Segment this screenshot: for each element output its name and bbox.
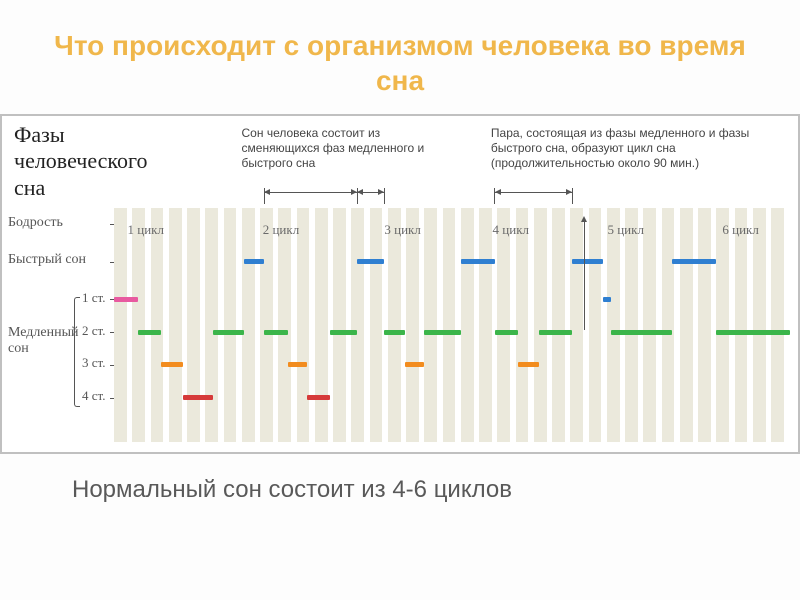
grid-band	[698, 208, 711, 442]
chart-description-2: Пара, состоящая из фазы медленного и фаз…	[491, 122, 790, 171]
sleep-segment	[518, 362, 538, 367]
grid-band	[479, 208, 492, 442]
sleep-segment	[603, 297, 611, 302]
grid-band	[388, 208, 401, 442]
sleep-segment	[183, 395, 213, 400]
chart-header: Фазы человеческого сна Сон человека сост…	[2, 116, 798, 201]
slide-title: Что происходит с организмом человека во …	[0, 0, 800, 110]
annotation-tick	[357, 188, 358, 204]
grid-band	[643, 208, 656, 442]
brace-slow-sleep	[74, 297, 80, 407]
grid-band	[570, 208, 583, 442]
chart-description-1: Сон человека состоит из сменяющихся фаз …	[242, 122, 451, 171]
grid-band	[278, 208, 291, 442]
grid-band	[333, 208, 346, 442]
grid-band	[205, 208, 218, 442]
sleep-segment	[611, 330, 672, 335]
annotation-span	[357, 192, 384, 193]
sleep-segment	[357, 259, 384, 264]
sleep-segment	[161, 362, 183, 367]
sleep-segment	[461, 259, 495, 264]
y-label-slow: Медленный сон	[8, 325, 79, 357]
grid-band	[680, 208, 693, 442]
grid-band	[607, 208, 620, 442]
grid-band	[534, 208, 547, 442]
slide: Что происходит с организмом человека во …	[0, 0, 800, 600]
y-label-s2: 2 ст.	[82, 323, 105, 339]
sleep-segment	[114, 297, 138, 302]
grid-band	[589, 208, 602, 442]
cycle-label: 1 цикл	[128, 222, 164, 238]
sleep-segment	[384, 330, 404, 335]
grid-band	[187, 208, 200, 442]
cycle-label: 3 цикл	[384, 222, 420, 238]
grid-band	[224, 208, 237, 442]
grid-band	[735, 208, 748, 442]
grid-band	[771, 208, 784, 442]
cycle-label: 5 цикл	[607, 222, 643, 238]
y-axis-labels: Бодрость Быстрый сон Медленный сон 1 ст. 2 с…	[8, 208, 108, 442]
grid-band	[497, 208, 510, 442]
grid-band	[351, 208, 364, 442]
sleep-segment	[244, 259, 264, 264]
grid-band	[114, 208, 127, 442]
annotation-arrow-up	[584, 222, 585, 330]
grid-band	[370, 208, 383, 442]
sleep-segment	[424, 330, 461, 335]
grid-band	[461, 208, 474, 442]
grid-band	[242, 208, 255, 442]
grid-band	[443, 208, 456, 442]
grid-band	[260, 208, 273, 442]
sleep-segment	[330, 330, 357, 335]
grid-band	[132, 208, 145, 442]
grid-band	[315, 208, 328, 442]
grid-band	[552, 208, 565, 442]
sleep-segment	[307, 395, 331, 400]
y-label-s3: 3 ст.	[82, 355, 105, 371]
phases-title: Фазы человеческого сна	[14, 122, 174, 201]
grid-band	[406, 208, 419, 442]
y-label-rem: Быстрый сон	[8, 252, 86, 268]
grid-band	[716, 208, 729, 442]
plot-area: 1 цикл 2 цикл 3 цикл 4 цикл 5 цикл 6 цикл	[114, 208, 790, 442]
sleep-segment	[672, 259, 716, 264]
sleep-segment	[288, 362, 307, 367]
sleep-segment	[572, 259, 602, 264]
grid-band	[753, 208, 766, 442]
sleep-segment	[495, 330, 519, 335]
grid-band	[169, 208, 182, 442]
grid-band	[424, 208, 437, 442]
annotation-tick	[572, 188, 573, 204]
annotation-span	[495, 192, 573, 193]
y-label-wake: Бодрость	[8, 215, 63, 231]
y-label-s1: 1 ст.	[82, 290, 105, 306]
sleep-segment	[264, 330, 288, 335]
cycle-label: 4 цикл	[493, 222, 529, 238]
grid-band	[297, 208, 310, 442]
chart-frame: Фазы человеческого сна Сон человека сост…	[0, 114, 800, 454]
annotation-tick	[264, 188, 265, 204]
sleep-segment	[213, 330, 243, 335]
grid-band	[625, 208, 638, 442]
sleep-segment	[716, 330, 790, 335]
cycle-label: 2 цикл	[263, 222, 299, 238]
grid-band	[516, 208, 529, 442]
slide-subtitle: Нормальный сон состоит из 4-6 циклов	[0, 454, 800, 504]
annotation-tick	[384, 188, 385, 204]
chart-body: Бодрость Быстрый сон Медленный сон 1 ст. 2 с…	[2, 208, 798, 442]
grid-band	[662, 208, 675, 442]
cycle-label: 6 цикл	[722, 222, 758, 238]
annotation-tick	[494, 188, 495, 204]
grid-band	[151, 208, 164, 442]
sleep-segment	[138, 330, 162, 335]
y-label-s4: 4 ст.	[82, 388, 105, 404]
sleep-segment	[405, 362, 424, 367]
sleep-segment	[539, 330, 573, 335]
annotation-span	[264, 192, 357, 193]
